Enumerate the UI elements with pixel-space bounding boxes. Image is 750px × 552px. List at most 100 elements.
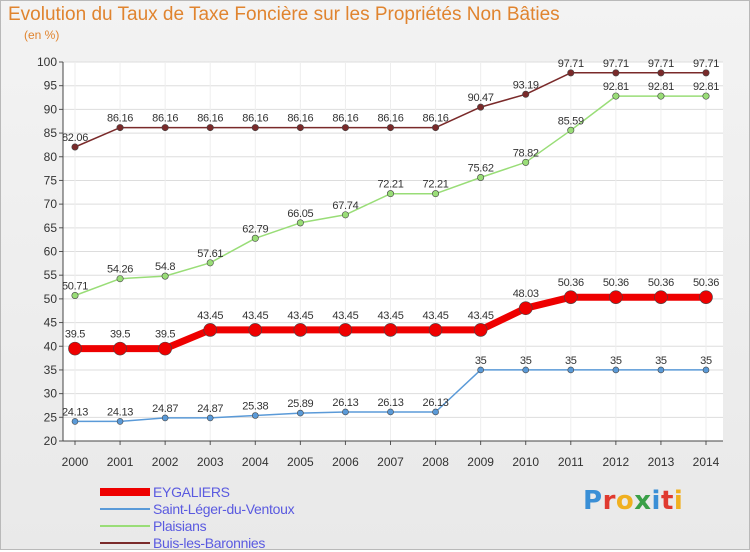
x-tick-label: 2008 <box>422 455 449 469</box>
logo-letter: t <box>660 486 674 516</box>
data-label: 82.06 <box>62 132 88 144</box>
data-label: 35 <box>475 355 487 367</box>
x-tick-label: 2010 <box>512 455 539 469</box>
axes: 20 25 30 35 40 45 50 55 60 65 70 75 80 85 90 95 100 2000 2… <box>37 55 723 469</box>
data-label: 35 <box>700 355 712 367</box>
x-tick-label: 2002 <box>152 455 179 469</box>
data-point <box>657 69 665 77</box>
data-label: 72.21 <box>423 179 449 191</box>
data-point <box>161 272 169 280</box>
data-label: 26.13 <box>377 397 403 409</box>
data-label: 86.16 <box>287 113 313 125</box>
data-label: 90.47 <box>468 92 494 104</box>
y-tick-label: 55 <box>44 268 58 282</box>
data-point <box>386 190 394 198</box>
data-point <box>68 341 82 356</box>
x-tick-label: 2000 <box>62 455 89 469</box>
y-tick-label: 75 <box>44 173 58 187</box>
legend-label: EYGALIERS <box>153 484 230 500</box>
data-label: 26.13 <box>423 397 449 409</box>
data-point <box>473 323 488 337</box>
legend-label: Plaisians <box>153 518 207 534</box>
data-point <box>248 323 263 337</box>
data-label: 86.16 <box>423 113 449 125</box>
x-tick-label: 2005 <box>287 455 314 469</box>
data-point <box>158 341 172 356</box>
data-point <box>206 414 214 422</box>
x-tick-label: 2004 <box>242 455 269 469</box>
data-point <box>71 418 79 425</box>
data-point <box>563 290 578 304</box>
data-point <box>657 92 665 100</box>
data-point <box>477 103 485 111</box>
data-point <box>342 408 349 416</box>
data-label: 86.16 <box>197 113 223 125</box>
data-point <box>387 408 394 416</box>
data-label: 54.26 <box>107 264 133 276</box>
data-label: 75.62 <box>468 163 494 175</box>
data-label: 86.16 <box>152 113 178 125</box>
y-tick-label: 85 <box>44 126 58 140</box>
data-point <box>612 366 620 374</box>
data-label: 43.45 <box>468 310 494 322</box>
data-label: 86.16 <box>242 113 268 125</box>
y-tick-label: 100 <box>37 55 57 69</box>
data-label: 93.19 <box>513 79 539 91</box>
data-point <box>71 292 79 300</box>
data-point <box>251 234 259 242</box>
data-label: 92.81 <box>648 81 674 93</box>
data-point <box>432 124 440 132</box>
data-point <box>251 124 259 132</box>
chart-title: Evolution du Taux de Taxe Foncière sur l… <box>8 4 560 25</box>
data-point <box>477 366 484 374</box>
logo-letter: o <box>615 486 635 516</box>
data-labels: 39.5 39.5 39.5 43.45 43.45 43.45 43.45 43.45 43.… <box>62 58 720 419</box>
y-tick-label: 95 <box>44 79 58 93</box>
data-point <box>702 92 710 100</box>
data-label: 39.5 <box>110 329 130 341</box>
y-tick-label: 30 <box>44 387 58 401</box>
data-point <box>612 69 620 77</box>
data-point <box>567 69 575 77</box>
data-point <box>522 366 530 374</box>
y-tick-label: 35 <box>44 363 58 377</box>
data-point <box>699 290 713 304</box>
data-point <box>477 174 485 182</box>
data-label: 72.21 <box>377 179 403 191</box>
chart-unit-label: (en %) <box>24 28 60 42</box>
data-point <box>612 92 620 100</box>
data-point <box>432 190 440 198</box>
logo-letter: x <box>634 486 652 516</box>
data-point <box>71 143 79 151</box>
logo-letter: i <box>651 486 661 516</box>
data-point <box>206 124 214 132</box>
data-point <box>116 418 124 425</box>
data-point <box>341 124 349 132</box>
data-point <box>296 219 304 227</box>
y-tick-label: 60 <box>44 245 58 259</box>
data-label: 26.13 <box>332 397 358 409</box>
data-label: 86.16 <box>107 113 133 125</box>
proxiti-logo: Proxiti <box>583 486 683 516</box>
x-tick-label: 2009 <box>467 455 494 469</box>
y-tick-label: 45 <box>44 316 58 330</box>
y-tick-label: 40 <box>44 339 58 353</box>
data-label: 24.13 <box>62 406 88 418</box>
data-point <box>341 211 349 219</box>
data-point <box>116 275 124 283</box>
data-label: 50.36 <box>603 277 629 289</box>
data-label: 43.45 <box>287 310 313 322</box>
data-point <box>338 323 353 337</box>
data-point <box>293 323 308 337</box>
y-tick-label: 65 <box>44 221 58 235</box>
data-label: 97.71 <box>648 58 674 70</box>
data-point <box>386 124 394 132</box>
data-label: 78.82 <box>513 147 539 159</box>
legend-label: Saint-Léger-du-Ventoux <box>153 501 295 517</box>
data-label: 86.16 <box>377 113 403 125</box>
x-tick-label: 2011 <box>558 455 584 469</box>
data-label: 35 <box>655 355 667 367</box>
data-point <box>251 412 259 419</box>
data-point <box>383 323 398 337</box>
data-point <box>432 408 439 416</box>
